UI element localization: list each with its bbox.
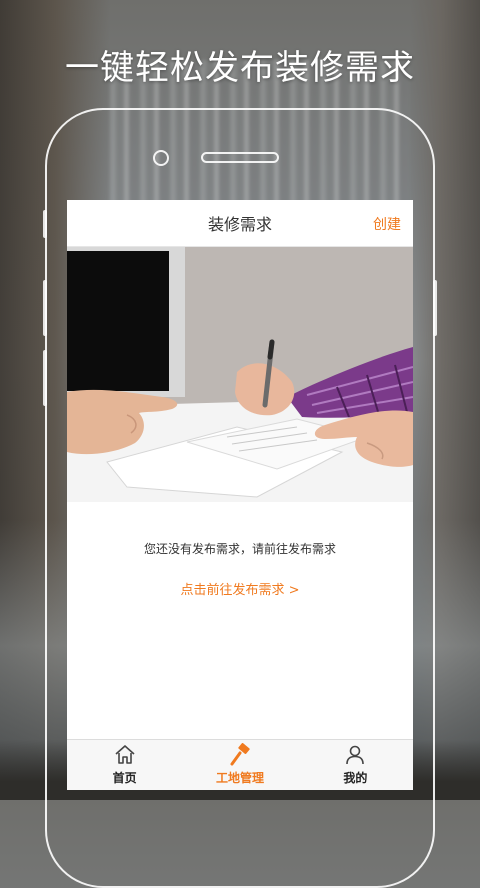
phone-side-button (43, 280, 47, 336)
tab-label: 首页 (112, 771, 137, 785)
app-screen: 装修需求 创建 (67, 200, 413, 790)
goto-publish-link[interactable]: 点击前往发布需求 > (180, 583, 300, 598)
tab-label: 工地管理 (215, 771, 264, 785)
tab-site-management[interactable]: 工地管理 (182, 740, 297, 790)
promo-headline: 一键轻松发布装修需求 (65, 48, 415, 88)
contract-signing-illustration (67, 247, 413, 502)
tab-home[interactable]: 首页 (67, 740, 182, 790)
page-title: 装修需求 (207, 215, 272, 234)
hero-image (67, 247, 413, 502)
create-button[interactable]: 创建 (373, 217, 401, 233)
hammer-icon (230, 743, 250, 766)
tab-bar: 首页 工地管理 我的 (67, 739, 413, 790)
phone-side-button (43, 350, 47, 406)
empty-state-message: 您还没有发布需求，请前往发布需求 (143, 542, 336, 556)
home-icon (115, 745, 135, 764)
tab-label: 我的 (343, 771, 368, 785)
phone-side-button (433, 280, 437, 336)
user-icon (346, 745, 365, 765)
tab-profile[interactable]: 我的 (298, 740, 413, 790)
phone-camera (153, 150, 169, 166)
phone-side-button (43, 210, 47, 238)
app-header: 装修需求 创建 (67, 200, 413, 247)
phone-speaker (201, 152, 279, 163)
